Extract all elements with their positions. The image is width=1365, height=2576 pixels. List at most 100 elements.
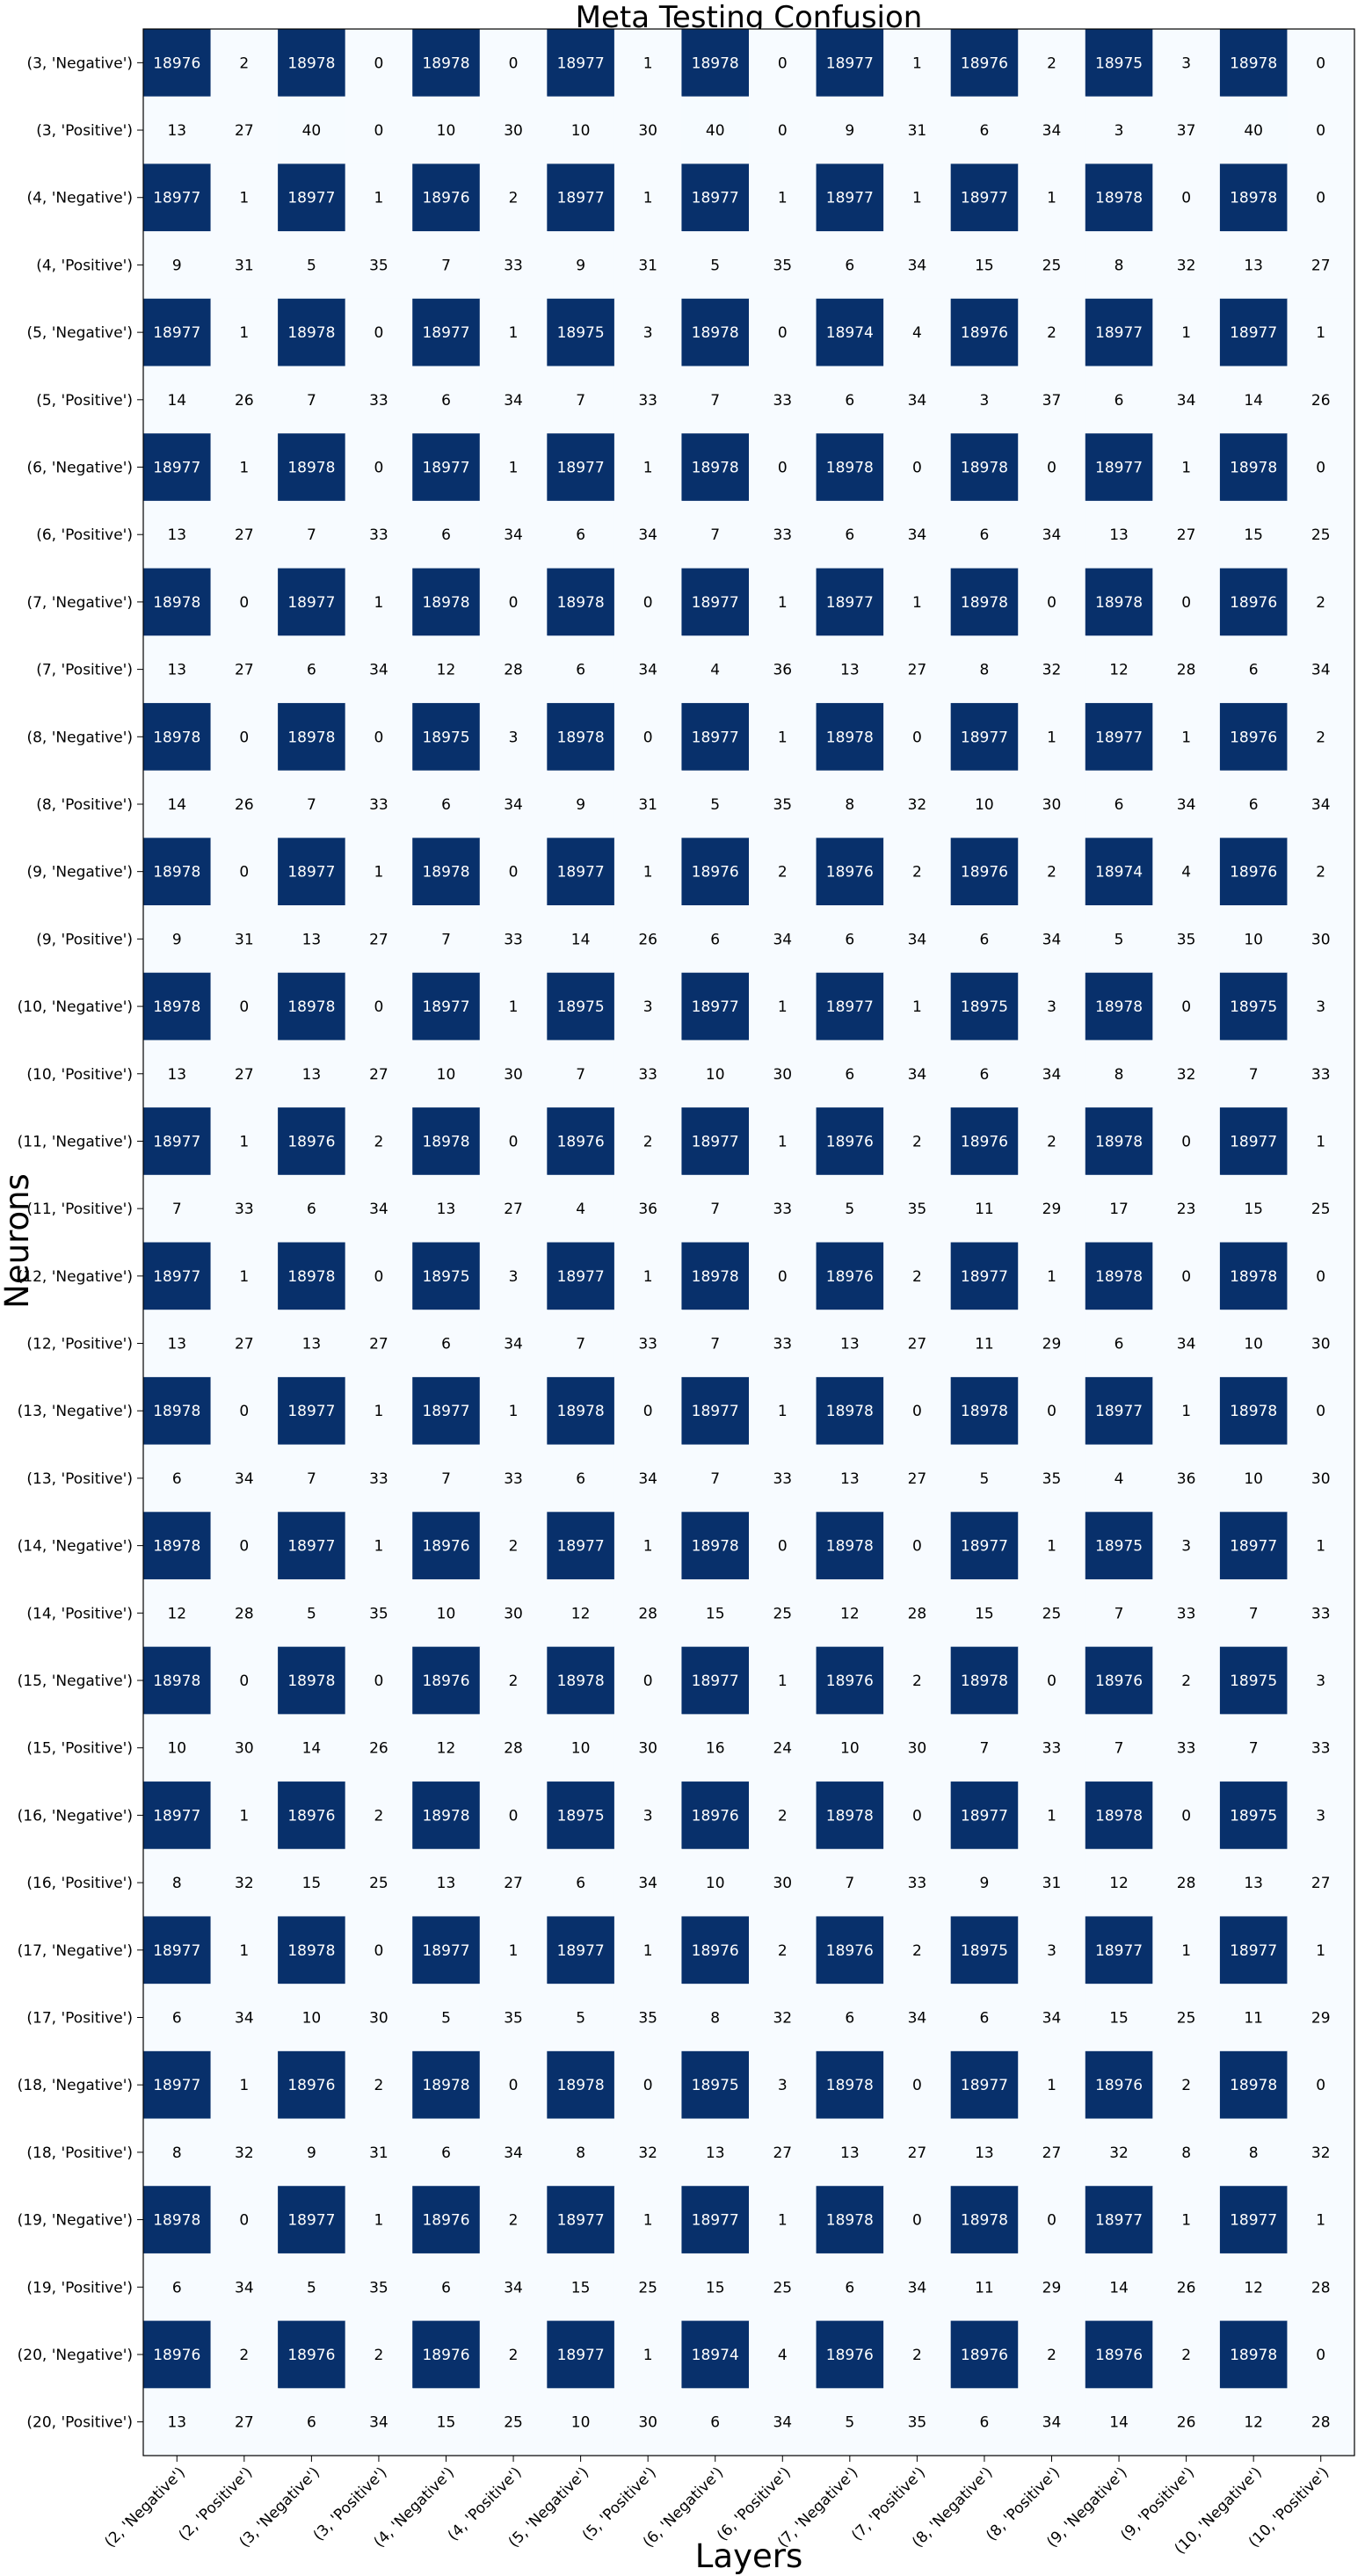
- cell-value-label: 0: [239, 864, 249, 882]
- cell-value-label: 27: [369, 1336, 388, 1353]
- cell-value-label: 0: [1181, 1133, 1191, 1150]
- heatmap-cell: [681, 1107, 750, 1176]
- y-tick-label: (16, 'Positive'): [26, 1875, 133, 1892]
- cell-value-label: 28: [504, 662, 523, 679]
- cell-value-label: 11: [1244, 2009, 1263, 2027]
- heatmap-cell: [749, 2186, 817, 2254]
- heatmap-cell: [1085, 2186, 1153, 2254]
- heatmap-cell: [681, 770, 750, 838]
- heatmap-cell: [345, 2118, 413, 2187]
- heatmap-cell: [412, 2118, 481, 2187]
- y-tick-label: (8, 'Negative'): [26, 729, 133, 746]
- cell-value-label: 14: [167, 392, 186, 410]
- cell-value-label: 18978: [826, 2077, 874, 2094]
- cell-value-label: 25: [504, 2414, 523, 2432]
- cell-value-label: 31: [638, 796, 657, 814]
- heatmap-cell: [749, 1848, 817, 1918]
- cell-value-label: 33: [369, 796, 388, 814]
- heatmap-cell: [1219, 2118, 1289, 2187]
- cell-value-label: 13: [975, 2144, 994, 2162]
- heatmap-cell: [1085, 770, 1153, 838]
- cell-value-label: 18975: [692, 2077, 739, 2094]
- heatmap-cell: [749, 1310, 817, 1378]
- heatmap-cell: [278, 972, 346, 1041]
- heatmap-cell: [614, 366, 683, 434]
- cell-value-label: 10: [571, 1740, 591, 1758]
- heatmap-cell: [681, 1242, 750, 1310]
- cell-value-label: 2: [643, 1133, 653, 1150]
- heatmap-cell: [210, 2388, 279, 2456]
- cell-value-label: 7: [441, 931, 451, 948]
- cell-value-label: 34: [908, 2279, 927, 2297]
- heatmap-cell: [1287, 1916, 1355, 1985]
- heatmap-cell: [950, 2388, 1019, 2456]
- heatmap-cell: [1085, 1646, 1153, 1715]
- cell-value-label: 4: [1181, 864, 1191, 882]
- heatmap-cell: [749, 1040, 817, 1108]
- cell-value-label: 5: [307, 257, 316, 274]
- heatmap-cell: [143, 231, 212, 300]
- cell-value-label: 3: [778, 2077, 788, 2094]
- heatmap-cell: [1018, 972, 1086, 1041]
- heatmap-cell: [210, 1107, 279, 1176]
- cell-value-label: 6: [441, 2144, 451, 2162]
- cell-value-label: 1: [912, 54, 922, 72]
- heatmap-cell: [1287, 1781, 1355, 1850]
- cell-value-label: 18978: [692, 1268, 739, 1286]
- cell-value-label: 0: [1316, 460, 1325, 477]
- cell-value-label: 12: [1109, 662, 1129, 679]
- cell-value-label: 18977: [422, 1942, 469, 1960]
- heatmap-cell: [950, 905, 1019, 974]
- heatmap-cell: [547, 1848, 615, 1918]
- heatmap-cell: [479, 433, 548, 502]
- cell-value-label: 32: [1311, 2144, 1331, 2162]
- heatmap-cell: [547, 2118, 615, 2187]
- cell-value-label: 7: [710, 392, 720, 410]
- cell-value-label: 18974: [692, 2347, 739, 2364]
- heatmap-cell: [1152, 231, 1221, 300]
- heatmap-cell: [278, 29, 346, 98]
- heatmap-cell: [345, 1714, 413, 1782]
- cell-value-label: 18978: [826, 2212, 874, 2230]
- cell-value-label: 5: [441, 2009, 451, 2027]
- x-tick-label: (2, 'Negative'): [101, 2464, 188, 2551]
- heatmap-cell: [614, 1242, 683, 1310]
- cell-value-label: 33: [504, 1470, 523, 1488]
- heatmap-cell: [1219, 1916, 1289, 1985]
- cell-value-label: 0: [1181, 190, 1191, 207]
- heatmap-cell: [210, 1512, 279, 1580]
- heatmap-cell: [816, 29, 884, 98]
- heatmap-cell: [614, 298, 683, 367]
- heatmap-cell: [547, 298, 615, 367]
- heatmap-cell: [210, 1040, 279, 1108]
- heatmap-cell: [345, 231, 413, 300]
- cell-value-label: 1: [239, 1807, 249, 1825]
- heatmap-cell: [345, 1578, 413, 1648]
- heatmap-cell: [345, 635, 413, 704]
- cell-value-label: 18978: [1095, 1268, 1143, 1286]
- heatmap-cell: [143, 2253, 212, 2322]
- cell-value-label: 15: [437, 2414, 456, 2432]
- heatmap-cell: [1152, 2388, 1221, 2456]
- heatmap-cell: [614, 2320, 683, 2389]
- cell-value-label: 6: [845, 1066, 854, 1084]
- cell-value-label: 27: [235, 662, 254, 679]
- heatmap-cell: [749, 1984, 817, 2052]
- heatmap-cell: [143, 1310, 212, 1378]
- cell-value-label: 18977: [692, 998, 739, 1016]
- cell-value-label: 6: [980, 2414, 990, 2432]
- heatmap-cell: [883, 29, 952, 98]
- heatmap-cell: [950, 1578, 1019, 1648]
- cell-value-label: 3: [980, 392, 990, 410]
- heatmap-cell: [950, 635, 1019, 704]
- cell-value-label: 18976: [1230, 864, 1277, 882]
- cell-value-label: 7: [576, 1066, 585, 1084]
- cell-value-label: 2: [1316, 864, 1325, 882]
- heatmap-cell: [412, 702, 481, 772]
- heatmap-cell: [614, 1714, 683, 1782]
- cell-value-label: 0: [239, 1538, 249, 1556]
- cell-value-label: 36: [638, 1201, 657, 1218]
- cell-value-label: 26: [638, 931, 657, 948]
- cell-value-label: 30: [504, 1605, 523, 1622]
- cell-value-label: 2: [778, 1942, 788, 1960]
